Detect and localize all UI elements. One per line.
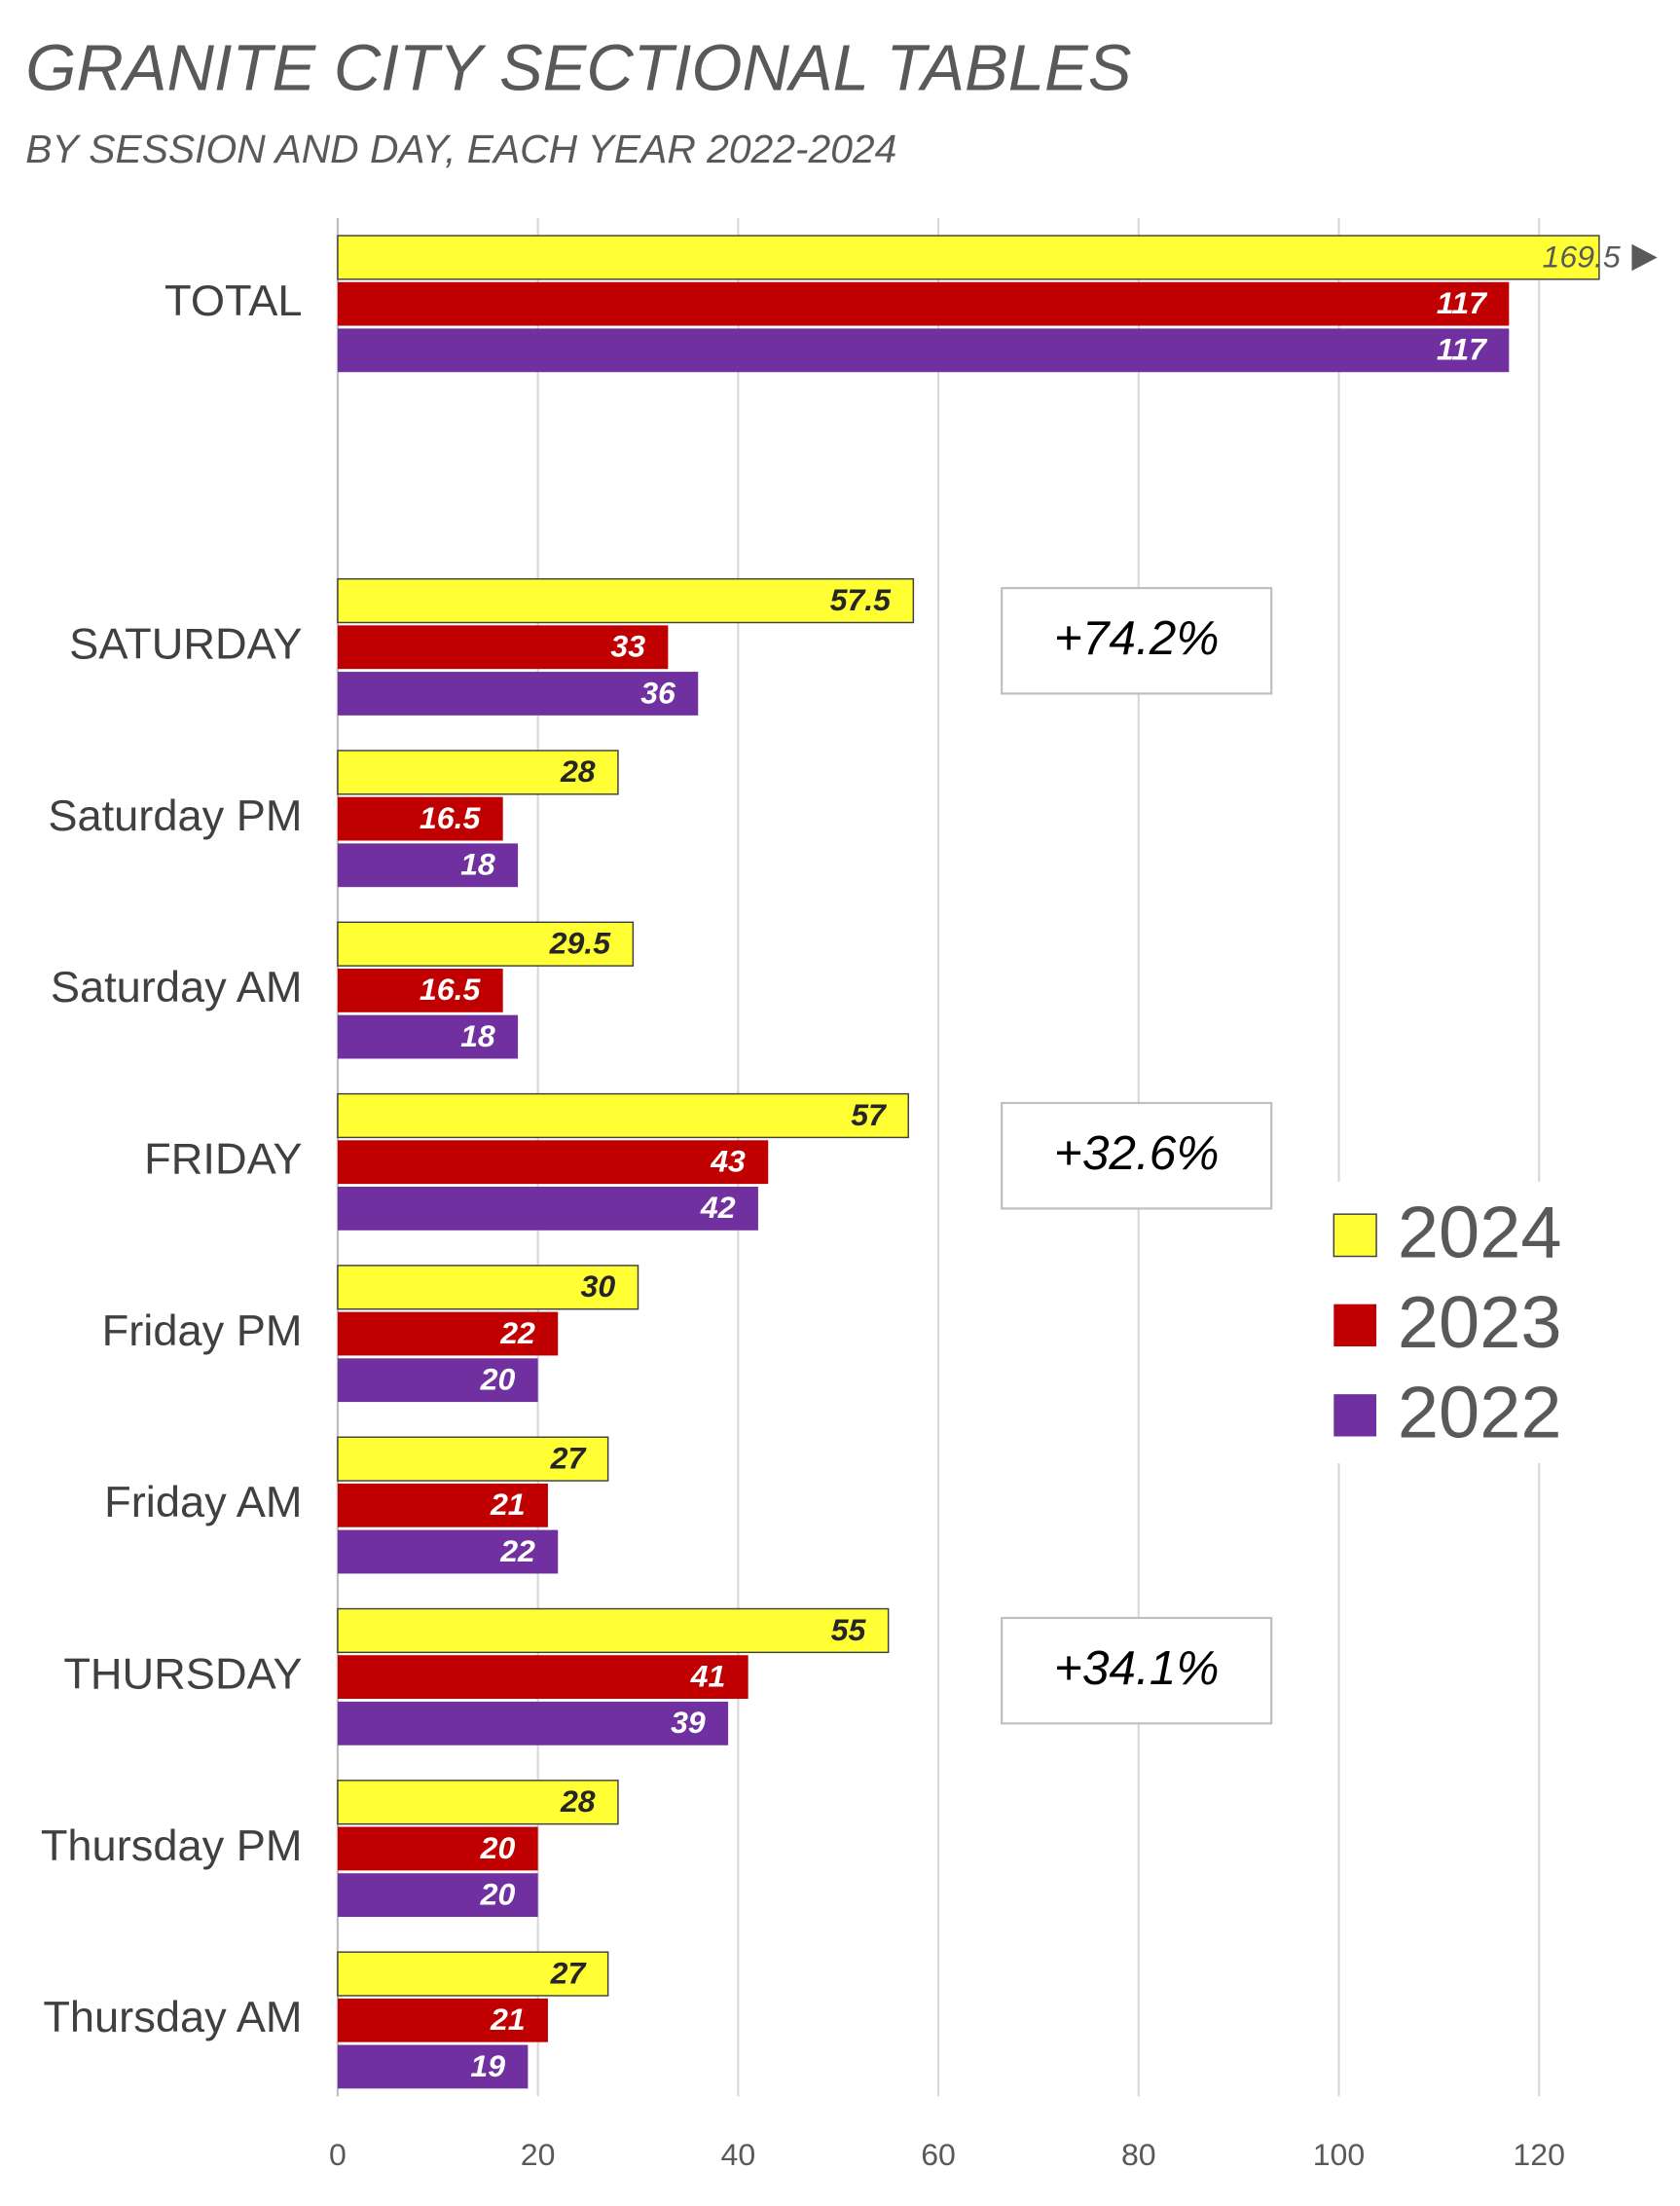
y-tick-label: Friday PM: [102, 1305, 303, 1355]
x-tick-label: 0: [329, 2137, 347, 2172]
bar: [337, 328, 1510, 373]
annotation: +74.2%: [1054, 611, 1219, 665]
bar: [337, 1092, 909, 1139]
y-tick-label: Saturday PM: [48, 790, 302, 840]
value-label: 57.5: [830, 582, 893, 617]
bar: [337, 1873, 538, 1918]
bar: [337, 1529, 559, 1574]
value-label: 22: [499, 1533, 535, 1568]
value-label: 19: [470, 2048, 505, 2083]
bar: [337, 1701, 729, 1746]
chart-subtitle: BY SESSION AND DAY, EACH YEAR 2022-2024: [25, 127, 896, 171]
bar: [337, 843, 519, 888]
x-tick-label: 100: [1313, 2137, 1365, 2172]
bar: [337, 796, 503, 841]
bar: [337, 1998, 548, 2042]
value-label: 117: [1437, 332, 1487, 367]
bar: [337, 1607, 890, 1654]
value-label: 21: [490, 2002, 526, 2037]
value-label: 169.5: [1543, 239, 1621, 274]
value-label: 36: [640, 675, 676, 710]
bar: [337, 1826, 538, 1871]
value-label: 20: [480, 1877, 516, 1912]
legend-swatch: [1333, 1304, 1377, 1347]
value-label: 29.5: [549, 926, 612, 961]
bar: [337, 1655, 749, 1700]
bar: [337, 1358, 538, 1403]
y-tick-label: Thursday AM: [43, 1992, 302, 2041]
value-label: 55: [831, 1612, 867, 1647]
bar: [337, 921, 635, 967]
y-tick-label: THURSDAY: [63, 1649, 302, 1699]
value-label: 33: [610, 629, 645, 664]
x-tick-label: 120: [1513, 2137, 1564, 2172]
bar: [337, 1186, 758, 1231]
value-label: 57: [851, 1097, 887, 1132]
bar: [337, 577, 915, 624]
value-label: 41: [690, 1659, 726, 1694]
x-tick-label: 20: [521, 2137, 556, 2172]
bar: [337, 625, 669, 670]
bar: [337, 1780, 619, 1825]
y-tick-label: Saturday AM: [51, 962, 303, 1011]
value-label: 20: [480, 1362, 516, 1397]
value-label: 16.5: [420, 800, 482, 835]
value-label: 18: [460, 847, 495, 882]
value-label: 28: [560, 1783, 596, 1819]
y-tick-label: FRIDAY: [144, 1134, 302, 1184]
value-label: 27: [550, 1956, 587, 1991]
bar: [337, 1436, 609, 1482]
bar: [337, 672, 699, 716]
x-tick-label: 80: [1121, 2137, 1156, 2172]
value-label: 39: [671, 1705, 706, 1740]
bar: [337, 1014, 519, 1059]
chart-title: GRANITE CITY SECTIONAL TABLES: [25, 33, 1131, 105]
overflow-arrow: [1631, 243, 1658, 272]
bar: [337, 1265, 639, 1310]
legend-label: 2024: [1398, 1192, 1562, 1273]
annotation-box: [1001, 1101, 1273, 1210]
bar: [337, 1140, 769, 1185]
value-label: 21: [490, 1487, 526, 1522]
annotation-box: [1001, 586, 1273, 695]
x-tick-label: 40: [721, 2137, 756, 2172]
annotation: +32.6%: [1054, 1126, 1219, 1180]
value-label: 117: [1437, 285, 1487, 320]
value-label: 20: [480, 1830, 516, 1865]
y-tick-label: Friday AM: [104, 1477, 302, 1526]
value-label: 30: [581, 1268, 616, 1304]
bar: [337, 1483, 548, 1527]
bar: [337, 1311, 559, 1356]
annotation: +34.1%: [1054, 1641, 1219, 1695]
x-tick-label: 60: [921, 2137, 956, 2172]
value-label: 16.5: [420, 972, 482, 1007]
legend-swatch: [1333, 1213, 1377, 1258]
bar: [337, 281, 1510, 326]
legend-label: 2022: [1398, 1372, 1562, 1453]
value-label: 22: [499, 1315, 535, 1350]
value-label: 42: [700, 1190, 736, 1225]
value-label: 28: [560, 754, 596, 789]
annotation-box: [1001, 1616, 1273, 1725]
bar: [337, 2044, 529, 2089]
y-tick-label: Thursday PM: [41, 1820, 303, 1870]
value-label: 27: [550, 1441, 587, 1476]
value-label: 43: [710, 1144, 746, 1179]
bar: [337, 750, 619, 795]
y-tick-label: SATURDAY: [69, 619, 302, 669]
legend-swatch: [1333, 1394, 1377, 1437]
bar: [337, 968, 503, 1012]
y-tick-label: TOTAL: [164, 276, 302, 325]
bar: [337, 235, 1600, 280]
legend-label: 2023: [1398, 1281, 1562, 1363]
value-label: 18: [460, 1018, 495, 1053]
bar: [337, 1951, 609, 1997]
